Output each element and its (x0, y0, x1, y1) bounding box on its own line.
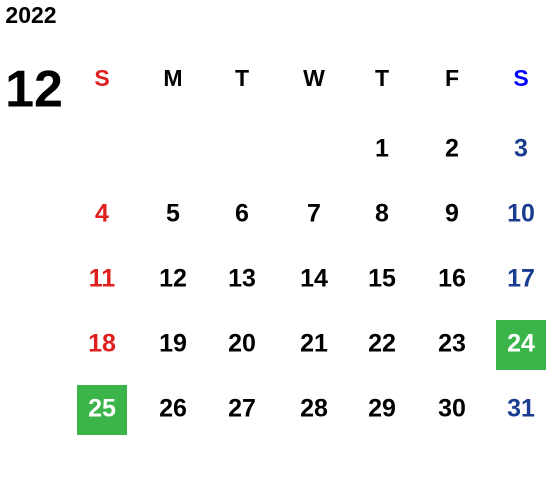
day: 30 (438, 395, 466, 423)
day: 18 (88, 330, 116, 358)
day: 9 (445, 200, 459, 228)
day: 2 (445, 135, 459, 163)
weekday-header: T (235, 65, 249, 91)
day: 21 (300, 330, 328, 358)
highlight-box (496, 320, 546, 370)
weekday-header: T (375, 65, 389, 91)
day: 26 (159, 395, 187, 423)
day: 20 (228, 330, 256, 358)
day: 1 (375, 135, 389, 163)
day: 29 (368, 395, 396, 423)
day: 23 (438, 330, 466, 358)
day: 4 (95, 200, 109, 228)
day: 5 (166, 200, 180, 228)
weekday-header: F (445, 65, 459, 91)
month: 12 (5, 61, 63, 119)
day: 17 (507, 265, 535, 293)
weekday-header: S (513, 65, 528, 91)
day: 3 (514, 135, 528, 163)
day: 31 (507, 395, 535, 423)
highlight-box (77, 385, 127, 435)
weekday-header: S (94, 65, 109, 91)
day: 25 (88, 395, 116, 423)
day: 19 (159, 330, 187, 358)
day: 6 (235, 200, 249, 228)
day: 11 (89, 265, 116, 293)
day: 13 (228, 265, 256, 293)
weekday-header: M (163, 65, 182, 91)
year: 2022 (5, 2, 56, 28)
day: 27 (228, 395, 256, 423)
day: 15 (368, 265, 396, 293)
day: 14 (300, 265, 328, 293)
day: 12 (159, 265, 187, 293)
day: 28 (300, 395, 328, 423)
day: 24 (507, 330, 535, 358)
day: 16 (438, 265, 466, 293)
weekday-header: W (303, 65, 325, 91)
day: 7 (307, 200, 321, 228)
day: 22 (368, 330, 396, 358)
day: 10 (507, 200, 535, 228)
day: 8 (375, 200, 389, 228)
